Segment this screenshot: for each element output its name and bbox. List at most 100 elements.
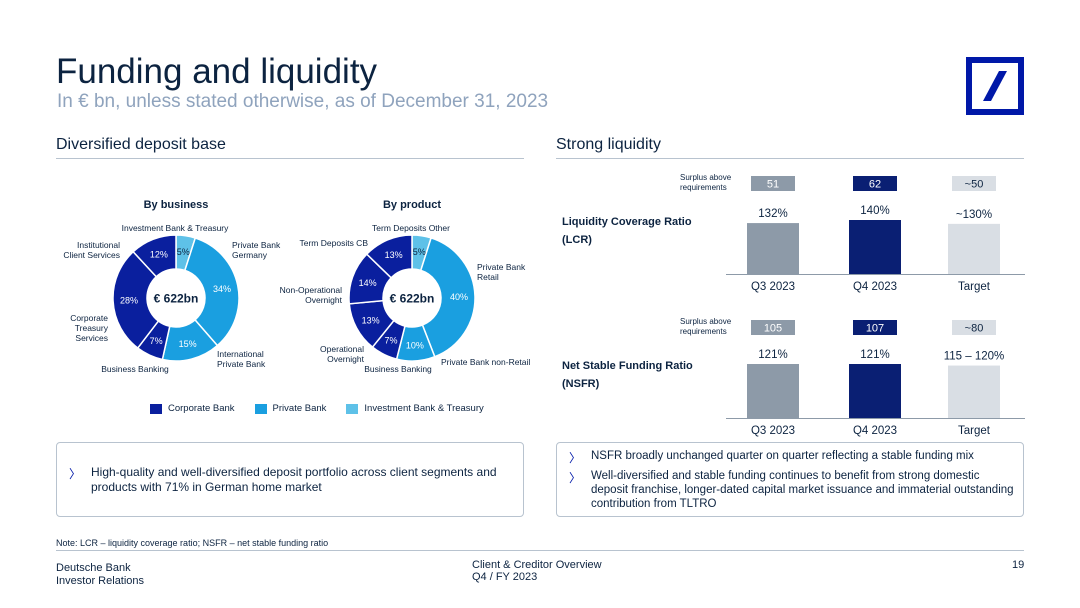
page-subtitle: In € bn, unless stated otherwise, as of … — [57, 91, 549, 112]
surplus-value-q4-2023: 62 — [869, 179, 881, 191]
right-bullet-1-text: NSFR broadly unchanged quarter on quarte… — [591, 450, 974, 462]
donut-category-label-term-deposits-other: Term Deposits Other — [372, 223, 450, 233]
bar-category-label-q3-2023: Q3 2023 — [751, 425, 795, 437]
bar-q3-2023 — [747, 364, 799, 418]
legend-item-corporate-bank: Corporate Bank — [150, 403, 235, 414]
donut-slice-value-label: 5% — [413, 247, 426, 257]
donut-category-label-institutional-client-services: Institutional Client Services — [63, 240, 120, 260]
left-bullet-box: 〉 High-quality and well-diversified depo… — [56, 442, 524, 517]
footer-doc-title: Client & Creditor Overview — [472, 559, 602, 571]
donut-center-total: € 622bn — [390, 292, 435, 306]
donut-title: By business — [144, 199, 209, 211]
bar-q4-2023 — [849, 220, 901, 274]
donut-category-label-corporate-treasury-services: Corporate Treasury Services — [70, 313, 109, 343]
left-section-title: Diversified deposit base — [56, 136, 226, 153]
bar-target — [948, 365, 1000, 418]
donut-slice-private-bank-retail — [419, 237, 476, 358]
surplus-value-q4-2023: 107 — [866, 323, 884, 335]
donut-center-total: € 622bn — [154, 292, 199, 306]
surplus-badge-q4-2023 — [853, 320, 897, 335]
donut-category-label-term-deposits-cb: Term Deposits CB — [300, 238, 369, 248]
bar-q4-2023 — [849, 364, 901, 418]
legend-swatch-corporate-bank — [150, 403, 162, 414]
bar-category-label-target: Target — [958, 425, 991, 437]
donut-title: By product — [383, 199, 441, 211]
legend-swatch-private-bank — [254, 403, 267, 414]
donut-slice-value-label: 7% — [385, 336, 398, 346]
footer-divider — [56, 550, 1024, 551]
donut-category-label-business-banking: Business Banking — [364, 364, 432, 374]
bar-category-label-q3-2023: Q3 2023 — [751, 281, 795, 293]
right-section-divider — [556, 158, 1024, 159]
left-bullet-text: High-quality and well-diversified deposi… — [91, 465, 497, 494]
bar-value-label-target: ~130% — [956, 209, 992, 221]
right-bullet-2-text: Well-diversified and stable funding cont… — [591, 470, 1014, 510]
bar-chart-net-stable-funding-ratio-nsfr: Surplus above requirements Net Stable Fund… — [562, 317, 1025, 437]
legend-item-private-bank: Private Bank — [254, 403, 327, 414]
donut-legend: Corporate Bank Private Bank Investment B… — [150, 403, 484, 414]
bar-value-label-q4-2023: 121% — [860, 349, 889, 361]
donut-slice-value-label: 13% — [385, 250, 403, 260]
right-bullet-1-chevron-icon: 〉 — [569, 451, 582, 465]
bar-chart-title: Net Stable Funding Ratio (NSFR) — [562, 360, 693, 390]
donut-category-label-operational-overnight: Operational Overnight — [320, 344, 365, 364]
right-bullet-box: 〉 NSFR broadly unchanged quarter on quar… — [556, 442, 1024, 517]
donut-slice-value-label: 15% — [179, 339, 197, 349]
logo-slash-icon — [983, 71, 1007, 101]
donut-category-label-investment-bank-treasury: Investment Bank & Treasury — [122, 223, 230, 233]
legend-swatch-investment-bank — [346, 403, 359, 414]
donut-slice-value-label: 28% — [120, 296, 138, 306]
donut-category-label-private-bank-retail: Private Bank Retail — [477, 262, 526, 282]
right-bullet-2-chevron-icon: 〉 — [569, 471, 582, 485]
donut-category-label-private-bank-germany: Private Bank Germany — [232, 240, 281, 260]
bar-chart-title: Liquidity Coverage Ratio (LCR) — [562, 216, 692, 246]
donut-slice-term-deposits-cb — [365, 234, 413, 279]
bar-category-label-q4-2023: Q4 2023 — [853, 281, 897, 293]
bar-category-label-q4-2023: Q4 2023 — [853, 425, 897, 437]
bar-target — [948, 223, 1000, 274]
legend-label-corporate-bank: Corporate Bank — [168, 403, 235, 414]
page-number: 19 — [1012, 559, 1025, 571]
donut-by-business: By business 5% Investment Bank & Treasury 3… — [63, 199, 281, 374]
legend-label-private-bank: Private Bank — [272, 403, 327, 414]
legend-item-investment-bank: Investment Bank & Treasury — [346, 403, 484, 414]
surplus-badge-target — [952, 176, 996, 191]
deposit-donut-charts: By business 5% Investment Bank & Treasury 3… — [63, 199, 531, 374]
donut-slice-value-label: 12% — [150, 250, 168, 260]
surplus-label: Surplus above requirements — [680, 317, 732, 336]
donut-category-label-non-operational-overnight: Non-Operational Overnight — [280, 285, 343, 305]
bar-chart-liquidity-coverage-ratio-lcr: Surplus above requirements Liquidity Cover… — [562, 173, 1025, 293]
footnote: Note: LCR – liquidity coverage ratio; NS… — [56, 538, 329, 548]
surplus-value-target: ~50 — [965, 179, 984, 191]
donut-slice-value-label: 5% — [177, 247, 190, 257]
footer-department: Investor Relations — [56, 575, 145, 587]
donut-slice-value-label: 14% — [359, 278, 377, 288]
donut-slice-value-label: 13% — [362, 316, 380, 326]
surplus-badge-q3-2023 — [751, 176, 795, 191]
donut-category-label-international-private-bank: International Private Bank — [217, 349, 266, 369]
bar-value-label-target: 115 – 120% — [944, 351, 1005, 363]
surplus-value-target: ~80 — [965, 323, 984, 335]
donut-slice-value-label: 7% — [150, 336, 163, 346]
donut-slice-private-bank-germany — [183, 237, 240, 347]
surplus-label: Surplus above requirements — [680, 173, 732, 192]
donut-slice-value-label: 40% — [450, 292, 468, 302]
surplus-value-q3-2023: 51 — [767, 179, 779, 191]
footer-period: Q4 / FY 2023 — [472, 571, 538, 583]
bar-q3-2023 — [747, 223, 799, 274]
surplus-badge-target — [952, 320, 996, 335]
bar-category-label-target: Target — [958, 281, 991, 293]
donut-slice-value-label: 34% — [213, 284, 231, 294]
bar-value-label-q3-2023: 121% — [758, 349, 787, 361]
right-section-title: Strong liquidity — [556, 136, 661, 153]
left-section-divider — [56, 158, 524, 159]
surplus-value-q3-2023: 105 — [764, 323, 782, 335]
donut-category-label-business-banking: Business Banking — [101, 364, 169, 374]
donut-slice-corporate-treasury-services — [112, 250, 160, 350]
donut-by-product: By product 5% Term Deposits Other 40% Privat… — [280, 199, 531, 374]
page-title: Funding and liquidity — [56, 52, 378, 91]
footer-company: Deutsche Bank — [56, 562, 131, 574]
donut-category-label-private-bank-non-retail: Private Bank non-Retail — [441, 357, 530, 367]
donut-slice-value-label: 10% — [406, 340, 424, 350]
bar-value-label-q3-2023: 132% — [758, 208, 787, 220]
